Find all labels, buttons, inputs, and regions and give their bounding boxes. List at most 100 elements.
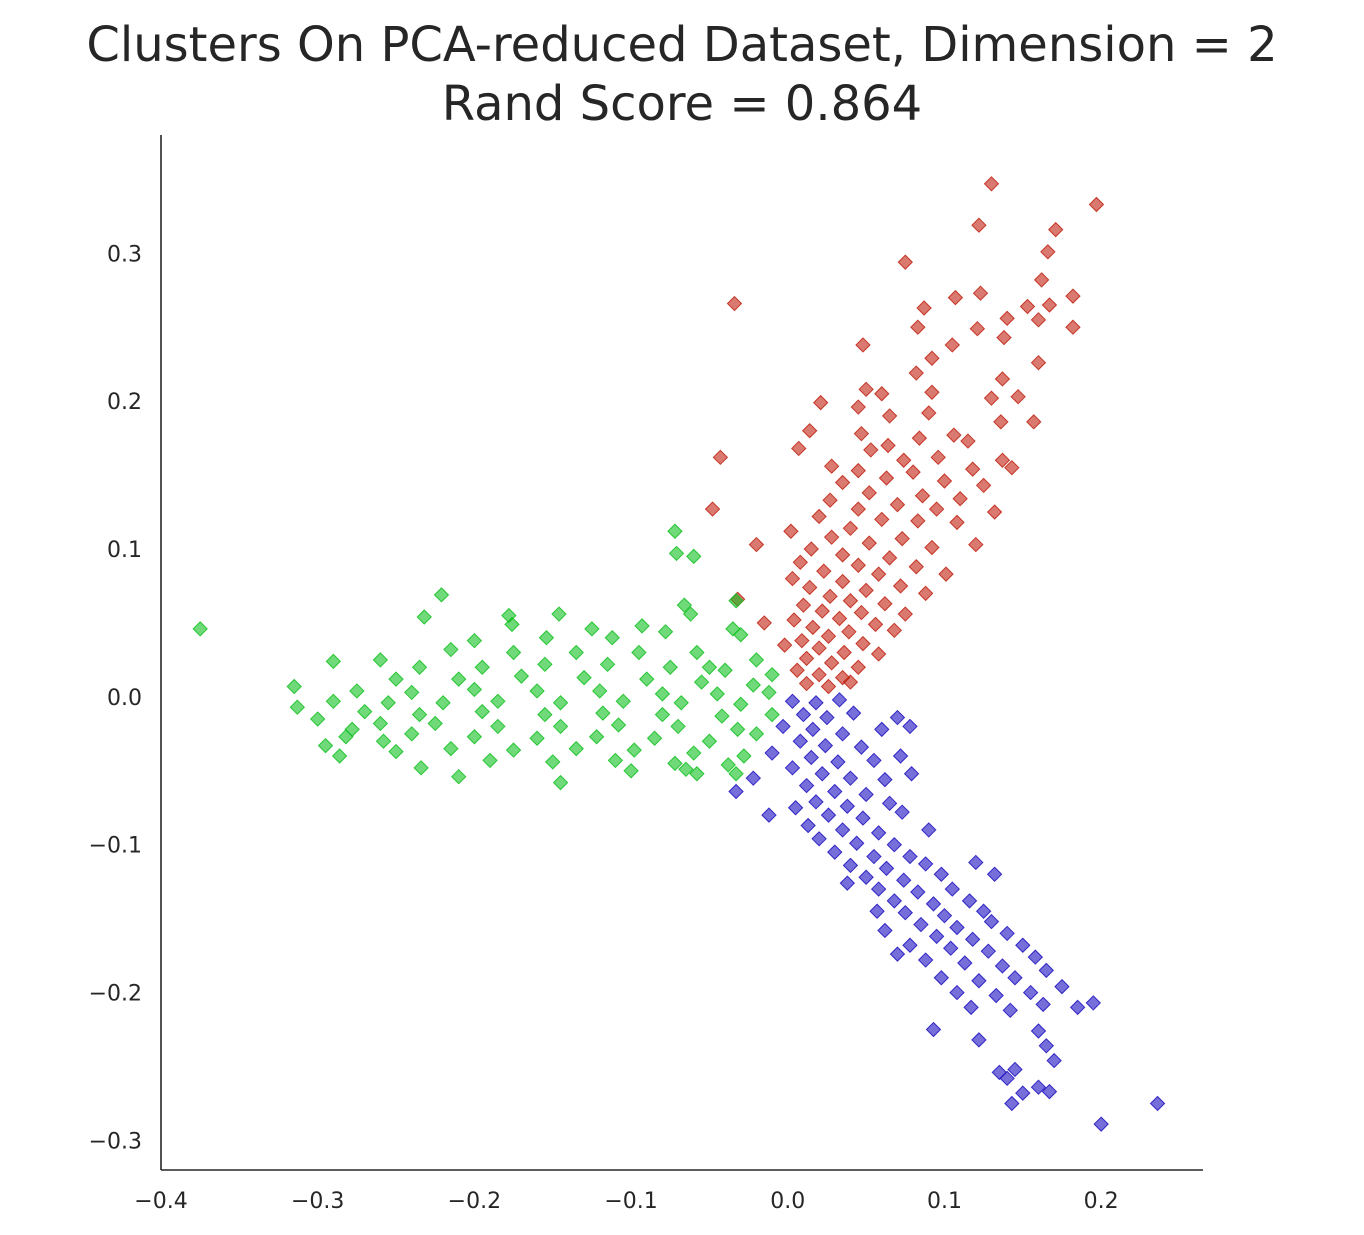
data-point [994, 958, 1011, 974]
data-point [662, 659, 678, 675]
data-point [599, 656, 616, 673]
data-point [823, 458, 840, 474]
data-point [529, 683, 545, 699]
data-point [827, 783, 843, 800]
data-point [870, 566, 887, 582]
data-point [704, 501, 721, 517]
y-axis-ticks: 0.3 0.2 0.1 0.0 −0.1 −0.2 −0.3 [89, 242, 142, 1154]
data-point [1030, 354, 1047, 371]
data-point [834, 726, 851, 742]
data-point [1046, 1052, 1062, 1069]
data-point [928, 928, 945, 945]
y-tick-label: 0.1 [107, 538, 142, 563]
data-point [853, 604, 870, 621]
data-point [1027, 949, 1044, 965]
data-point [1007, 1061, 1023, 1078]
data-point [776, 637, 793, 653]
data-point [801, 423, 818, 439]
data-point [1004, 1095, 1020, 1112]
data-point [957, 955, 973, 971]
data-point [917, 856, 934, 872]
data-point [842, 674, 859, 690]
y-tick-label: −0.1 [89, 834, 142, 859]
data-point [999, 1070, 1015, 1087]
data-point [823, 655, 840, 671]
data-point [792, 733, 809, 749]
data-point [820, 678, 837, 695]
data-point [908, 559, 924, 575]
data-point [686, 548, 702, 565]
data-point [858, 786, 874, 803]
data-point [850, 462, 866, 479]
data-point [841, 624, 857, 640]
data-point [552, 695, 569, 711]
data-point [839, 875, 856, 891]
data-point [670, 718, 686, 735]
data-point [842, 857, 859, 874]
data-point [529, 730, 545, 746]
data-point [537, 656, 553, 673]
data-point [834, 547, 851, 563]
data-point [356, 703, 373, 720]
data-point [960, 433, 976, 449]
data-point [894, 804, 910, 820]
data-point [910, 884, 926, 900]
y-tick-label: −0.3 [89, 1129, 142, 1154]
data-point [870, 646, 887, 662]
data-point [855, 810, 871, 826]
x-axis-ticks: −0.4 −0.3 −0.2 −0.1 0.0 0.1 0.2 [134, 1189, 1118, 1214]
data-point [880, 437, 896, 454]
data-point [889, 946, 906, 962]
data-point [949, 984, 965, 1001]
data-point [850, 501, 866, 517]
data-point [858, 582, 874, 599]
data-point [568, 644, 584, 661]
data-point [761, 807, 777, 823]
data-point [607, 752, 624, 769]
data-point [849, 835, 865, 851]
data-point [994, 452, 1011, 468]
data-point [634, 618, 650, 634]
data-point [1035, 996, 1051, 1013]
data-point [1026, 414, 1042, 430]
data-point [325, 653, 342, 670]
data-point [994, 371, 1011, 387]
data-point [870, 825, 887, 841]
data-point [435, 695, 451, 711]
data-point [917, 952, 934, 968]
data-point [850, 399, 866, 415]
data-point [673, 695, 689, 711]
data-point [811, 640, 827, 656]
data-point [286, 678, 302, 695]
data-point [814, 603, 830, 619]
data-point [986, 504, 1003, 520]
data-point [584, 621, 600, 637]
data-point [999, 925, 1015, 942]
data-point [869, 903, 885, 919]
data-point [764, 666, 780, 683]
data-point [689, 766, 705, 782]
data-point [866, 848, 882, 865]
data-point [946, 427, 962, 443]
data-point [870, 881, 887, 897]
data-point [748, 652, 765, 668]
data-point [289, 699, 306, 715]
data-point [933, 866, 950, 882]
data-point [505, 742, 522, 758]
x-tick-label: 0.2 [1084, 1189, 1119, 1214]
data-point [896, 872, 912, 888]
data-point [1015, 937, 1031, 953]
data-point [331, 748, 348, 764]
data-point [1065, 288, 1081, 304]
data-point [853, 739, 870, 755]
data-point [816, 563, 832, 579]
data-point [403, 684, 420, 701]
plot-points [192, 176, 1166, 1132]
x-tick-label: 0.0 [770, 1189, 805, 1214]
data-point [411, 659, 428, 675]
data-point [403, 726, 420, 742]
data-point [1054, 978, 1070, 995]
data-point [961, 893, 978, 909]
data-point [905, 464, 921, 480]
data-point [1019, 298, 1036, 315]
